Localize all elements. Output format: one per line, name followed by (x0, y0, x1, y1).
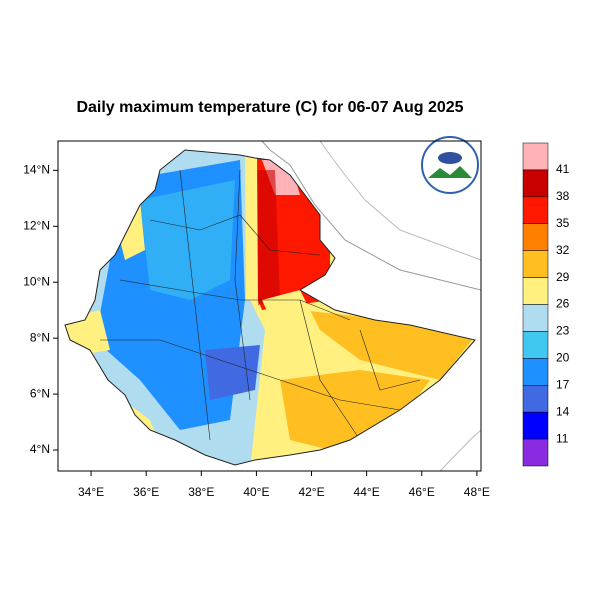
colorbar-label: 32 (556, 243, 570, 257)
x-tick-label: 42°E (298, 485, 324, 499)
colorbar-label: 14 (556, 404, 570, 418)
x-tick-label: 34°E (78, 485, 104, 499)
x-tick-label: 48°E (464, 485, 490, 499)
y-tick-label: 14°N (23, 163, 50, 177)
x-tick-label: 44°E (354, 485, 380, 499)
surroundings (261, 141, 481, 471)
colorbar-label: 41 (556, 162, 570, 176)
colorbar-label: 17 (556, 377, 570, 391)
logo (421, 136, 479, 194)
x-tick-label: 36°E (133, 485, 159, 499)
colorbar-label: 11 (556, 431, 569, 445)
x-tick-label: 40°E (243, 485, 269, 499)
colorbar-box (522, 438, 549, 467)
admin-borders (100, 169, 421, 441)
y-tick-label: 12°N (23, 218, 50, 232)
colorbar-box (522, 277, 549, 305)
colorbar-box (522, 196, 549, 224)
colorbar-box (522, 304, 549, 332)
colorbar-label: 23 (556, 324, 570, 338)
colorbar-box (522, 169, 549, 198)
map-frame (57, 140, 482, 472)
y-tick-label: 4°N (30, 442, 50, 456)
map-title: Daily maximum temperature (C) for 06-07 … (76, 99, 463, 116)
colorbar-label: 35 (556, 216, 570, 230)
colorbar-box (522, 250, 549, 278)
colorbar-label: 20 (556, 351, 570, 365)
colorbar-box (522, 142, 549, 171)
x-tick-label: 46°E (409, 485, 435, 499)
y-tick-label: 6°N (30, 386, 50, 400)
country-border (64, 149, 476, 466)
y-tick-label: 10°N (23, 274, 50, 288)
colorbar-label: 38 (556, 189, 570, 203)
colorbar-box (522, 411, 549, 440)
colorbar-box (522, 358, 549, 386)
x-tick-label: 38°E (188, 485, 214, 499)
colorbar-label: 29 (556, 270, 570, 284)
colorbar-box (522, 331, 549, 359)
y-tick-label: 8°N (30, 330, 50, 344)
colorbar-label: 26 (556, 297, 570, 311)
temperature-field (65, 150, 475, 465)
colorbar-box (522, 385, 549, 413)
colorbar-box (522, 223, 549, 251)
